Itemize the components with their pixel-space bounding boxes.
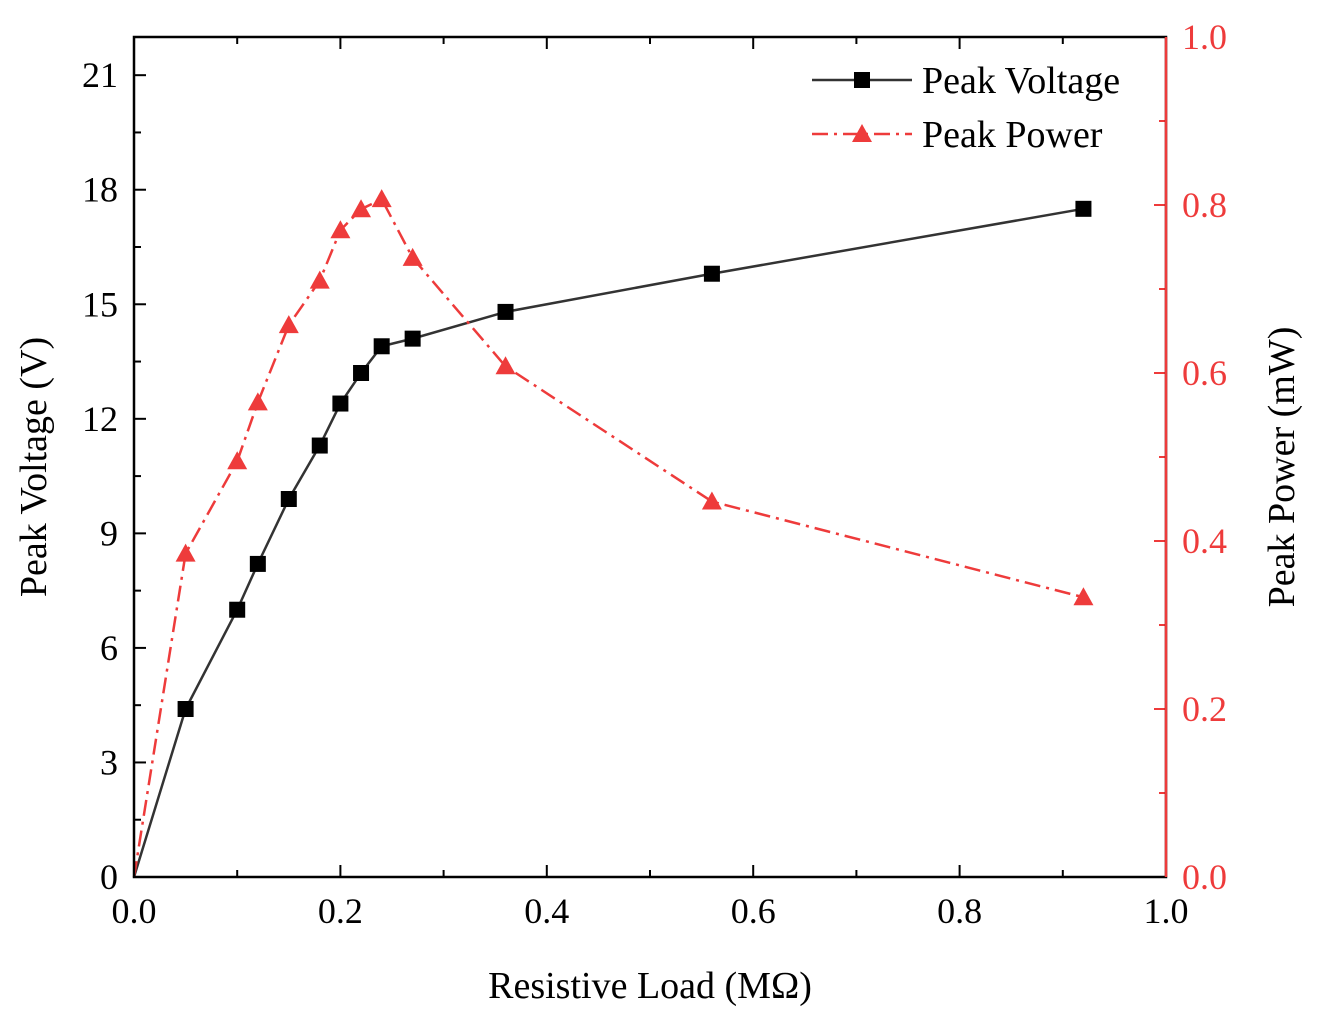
legend-voltage-label: Peak Voltage	[922, 60, 1120, 102]
voltage-point	[404, 330, 421, 347]
voltage-point	[177, 701, 194, 717]
y2-tick-label: 0.2	[1182, 689, 1227, 729]
power-point	[495, 356, 516, 375]
y2-tick-label: 0.8	[1182, 185, 1227, 225]
y2-tick-label: 0.4	[1182, 521, 1227, 561]
voltage-point	[332, 395, 349, 412]
voltage-point	[373, 338, 390, 355]
power-point	[227, 451, 248, 470]
power-point	[701, 491, 722, 510]
power-point	[309, 270, 330, 289]
x-tick-label: 0.6	[731, 891, 776, 931]
power-point	[278, 315, 299, 334]
y-tick-label: 9	[100, 513, 118, 553]
power-point	[402, 247, 423, 266]
voltage-point	[229, 601, 246, 618]
voltage-series-line	[132, 207, 1084, 878]
power-point	[247, 392, 268, 411]
power-point	[330, 220, 351, 239]
x-tick-label: 0.0	[112, 891, 157, 931]
y2-tick-label: 0.6	[1182, 353, 1227, 393]
x-tick-label: 0.4	[524, 891, 569, 931]
voltage-point	[1075, 200, 1092, 217]
legend-voltage-marker	[854, 72, 870, 88]
legend-power-marker	[852, 124, 872, 142]
y-axis-title: Peak Voltage (V)	[13, 337, 55, 597]
y-tick-label: 3	[100, 742, 118, 782]
x-axis-title: Resistive Load (MΩ)	[488, 965, 812, 1007]
y-tick-label: 15	[82, 284, 118, 324]
voltage-point	[353, 365, 370, 381]
series-layer	[132, 189, 1094, 878]
ticks-layer	[133, 36, 1167, 878]
y-tick-label: 12	[82, 399, 118, 439]
y-tick-label: 6	[100, 628, 118, 668]
power-point	[351, 199, 372, 218]
power-series-line	[132, 197, 1084, 878]
y2-tick-label: 1.0	[1182, 17, 1227, 57]
y2-axis-title: Peak Power (mW)	[1261, 327, 1303, 608]
power-point	[371, 189, 392, 208]
voltage-point	[280, 491, 297, 507]
voltage-point	[311, 437, 328, 454]
x-tick-label: 0.8	[937, 891, 982, 931]
voltage-point	[249, 555, 266, 572]
voltage-point	[497, 303, 514, 320]
power-point	[175, 543, 196, 562]
legend-power-label: Peak Power	[922, 114, 1103, 156]
x-tick-label: 0.2	[318, 891, 363, 931]
labels-layer: 0.0 0.2 0.4 0.6 0.8 1.0 0 3 6 9 12 15 18 21 0.0 0.2 0.4 0…	[82, 17, 1227, 931]
voltage-point	[703, 265, 720, 282]
legend: Peak Voltage Peak Power	[812, 60, 1120, 156]
y-tick-label: 18	[82, 170, 118, 210]
y-tick-label: 0	[100, 857, 118, 897]
y2-tick-label: 0.0	[1182, 857, 1227, 897]
power-point	[1073, 587, 1094, 606]
y-tick-label: 21	[82, 55, 118, 95]
x-tick-label: 1.0	[1144, 891, 1189, 931]
plot-frame	[132, 35, 1168, 879]
